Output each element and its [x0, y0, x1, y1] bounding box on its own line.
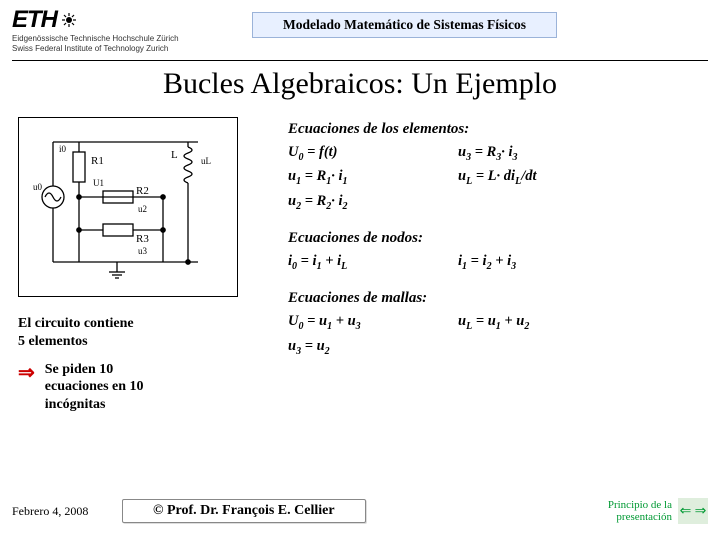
- circuit-note: El circuito contiene 5 elementos: [18, 315, 262, 351]
- eq-m-ul: uL = u1 + u2: [458, 313, 628, 332]
- label-u0: u0: [33, 182, 43, 192]
- req-line2: ecuaciones en 10: [45, 378, 144, 396]
- eq-m-u3: u3 = u2: [288, 338, 458, 357]
- eq-u0: U0 = f(t): [288, 144, 458, 163]
- nav-arrows-icon[interactable]: ⇐ ⇒: [678, 498, 708, 524]
- section-meshes-title: Ecuaciones de mallas:: [288, 290, 702, 307]
- logo-main-text: ETH: [12, 6, 57, 34]
- left-column: R1 L uL R2 u2 R3 u3 u0 U1 i0 El circuito…: [18, 105, 268, 414]
- eq-i0: i0 = i1 + iL: [288, 253, 458, 272]
- label-r2: R2: [136, 185, 149, 197]
- header-divider: [12, 60, 708, 61]
- slide-title: Bucles Algebraicos: Un Ejemplo: [0, 67, 720, 101]
- header: ETH Eidgenössische Technische Hochschule…: [0, 0, 720, 58]
- nav-prev-icon[interactable]: ⇐: [678, 498, 693, 524]
- eq-m-u0: U0 = u1 + u3: [288, 313, 458, 332]
- eq-u3: u3 = R3· i3: [458, 144, 628, 163]
- footer-link-line2: presentación: [608, 511, 672, 523]
- circuit-diagram: R1 L uL R2 u2 R3 u3 u0 U1 i0: [18, 117, 238, 297]
- nav-next-icon[interactable]: ⇒: [693, 498, 708, 524]
- footer-author: © Prof. Dr. François E. Cellier: [122, 499, 366, 523]
- footer-link-line1: Principio de la: [608, 499, 672, 511]
- label-u1: U1: [93, 178, 104, 188]
- eq-row-3: u2 = R2· i2: [288, 193, 702, 212]
- logo-subtitle-2: Swiss Federal Institute of Technology Zu…: [12, 45, 212, 54]
- circuit-svg: R1 L uL R2 u2 R3 u3 u0 U1 i0: [23, 122, 233, 292]
- course-banner: Modelado Matemático de Sistemas Físicos: [252, 12, 557, 38]
- label-r3: R3: [136, 233, 149, 245]
- label-l: L: [171, 149, 178, 161]
- eq-row-2: u1 = R1· i1 uL = L· diL/dt: [288, 168, 702, 187]
- eq-row-m2: u3 = u2: [288, 338, 702, 357]
- req-line1: Se piden 10: [45, 361, 144, 379]
- label-u3: u3: [138, 246, 148, 256]
- right-column: Ecuaciones de los elementos: U0 = f(t) u…: [268, 105, 702, 414]
- footer-date: Febrero 4, 2008: [12, 504, 122, 519]
- logo-block: ETH Eidgenössische Technische Hochschule…: [12, 6, 212, 54]
- section-nodes-title: Ecuaciones de nodos:: [288, 230, 702, 247]
- requirements-text: Se piden 10 ecuaciones en 10 incógnitas: [45, 361, 144, 414]
- eq-u2: u2 = R2· i2: [288, 193, 458, 212]
- eq-row-n1: i0 = i1 + iL i1 = i2 + i3: [288, 253, 702, 272]
- label-u2: u2: [138, 204, 147, 214]
- eq-ul: uL = L· diL/dt: [458, 168, 628, 187]
- footer: Febrero 4, 2008 © Prof. Dr. François E. …: [0, 490, 720, 532]
- req-line3: incógnitas: [45, 396, 144, 414]
- eq-u1: u1 = R1· i1: [288, 168, 458, 187]
- arrow-icon: ⇒: [18, 361, 35, 383]
- logo-subtitle-1: Eidgenössische Technische Hochschule Zür…: [12, 35, 212, 44]
- content-area: R1 L uL R2 u2 R3 u3 u0 U1 i0 El circuito…: [0, 101, 720, 414]
- sun-icon: [59, 11, 85, 29]
- requirements-row: ⇒ Se piden 10 ecuaciones en 10 incógnita…: [18, 361, 262, 414]
- footer-link[interactable]: Principio de la presentación: [608, 499, 672, 523]
- label-r1: R1: [91, 155, 104, 167]
- circuit-note-line1: El circuito contiene: [18, 315, 262, 333]
- eq-i1: i1 = i2 + i3: [458, 253, 628, 272]
- label-ul: uL: [201, 156, 211, 166]
- section-elements-title: Ecuaciones de los elementos:: [288, 121, 702, 138]
- circuit-note-line2: 5 elementos: [18, 333, 262, 351]
- footer-right: Principio de la presentación ⇐ ⇒: [608, 498, 708, 524]
- eq-row-1: U0 = f(t) u3 = R3· i3: [288, 144, 702, 163]
- logo-eth: ETH: [12, 6, 212, 34]
- label-i0: i0: [59, 144, 67, 154]
- eq-row-m1: U0 = u1 + u3 uL = u1 + u2: [288, 313, 702, 332]
